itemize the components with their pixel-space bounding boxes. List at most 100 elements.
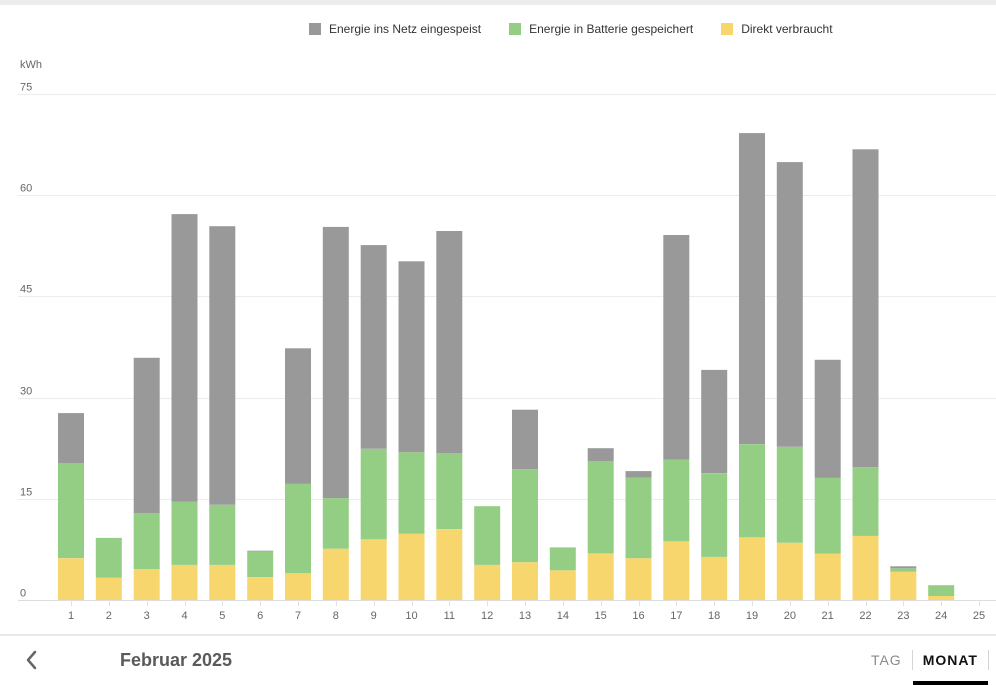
period-label: Februar 2025 xyxy=(120,650,233,670)
bar-segment-day-20-series-0 xyxy=(776,542,803,600)
bar-segment-day-14-series-0 xyxy=(549,570,576,600)
bar-segment-day-4-series-1 xyxy=(171,501,198,565)
bar-segment-day-10-series-1 xyxy=(398,452,425,534)
bar-segment-day-13-series-0 xyxy=(512,562,538,600)
bar-segment-day-16-series-1 xyxy=(625,477,652,559)
bar-segment-day-18-series-1 xyxy=(701,473,728,557)
x-tick-label-24: 24 xyxy=(935,610,947,622)
bar-segment-day-5-series-2 xyxy=(209,226,236,505)
legend-item-grid-feed[interactable]: Energie ins Netz eingespeist xyxy=(309,22,481,36)
bars xyxy=(58,133,955,600)
top-strip xyxy=(0,0,996,5)
bar-segment-day-6-series-1 xyxy=(247,551,274,577)
bar-segment-day-6-series-2 xyxy=(247,550,274,552)
legend-item-battery[interactable]: Energie in Batterie gespeichert xyxy=(509,22,693,36)
bar-segment-day-2-series-1 xyxy=(95,537,122,578)
y-tick-label-45: 45 xyxy=(20,284,32,296)
bar-segment-day-6-series-0 xyxy=(247,577,274,600)
bar-segment-day-19-series-1 xyxy=(739,444,765,538)
x-tick-label-14: 14 xyxy=(557,610,569,622)
x-tick-label-22: 22 xyxy=(859,610,871,622)
bar-segment-day-1-series-2 xyxy=(58,413,84,463)
x-tick-label-7: 7 xyxy=(295,610,301,622)
bar-segment-day-24-series-1 xyxy=(928,585,955,596)
x-tick-label-16: 16 xyxy=(632,610,644,622)
legend-label-grid-feed: Energie ins Netz eingespeist xyxy=(329,22,482,36)
legend-swatch-direct-use xyxy=(721,23,734,35)
bar-segment-day-15-series-0 xyxy=(587,553,614,600)
tab-month[interactable]: MONAT xyxy=(912,648,989,685)
bar-segment-day-24-series-0 xyxy=(928,596,955,600)
bar-segment-day-5-series-1 xyxy=(209,504,236,565)
previous-period-button[interactable] xyxy=(18,646,46,674)
bar-segment-day-8-series-1 xyxy=(322,498,349,549)
y-tick-label-15: 15 xyxy=(20,487,32,499)
x-tick-label-1: 1 xyxy=(68,610,74,622)
bar-segment-day-3-series-1 xyxy=(133,513,160,569)
x-tick-label-20: 20 xyxy=(784,610,796,622)
bar-segment-day-18-series-0 xyxy=(701,556,728,600)
bar-segment-day-23-series-1 xyxy=(890,568,917,572)
bar-segment-day-5-series-0 xyxy=(209,564,236,600)
bar-segment-day-9-series-2 xyxy=(360,245,387,449)
x-tick-label-12: 12 xyxy=(481,610,493,622)
legend-label-battery: Energie in Batterie gespeichert xyxy=(529,22,694,36)
bar-segment-day-22-series-2 xyxy=(852,149,879,468)
bar-segment-day-4-series-2 xyxy=(171,214,198,502)
bar-segment-day-1-series-0 xyxy=(58,558,84,600)
bar-segment-day-7-series-2 xyxy=(285,348,311,484)
x-axis-ticks: 1 2 3 4 5 6 7 8 9 10 11 12 13 14 15 16 17 18 19 20 21 22 23 24 2… xyxy=(68,600,985,622)
tab-day[interactable]: TAG xyxy=(870,652,902,668)
y-tick-label-60: 60 xyxy=(20,183,32,195)
tab-divider xyxy=(988,650,989,670)
bar-segment-day-12-series-0 xyxy=(474,564,501,600)
x-tick-label-19: 19 xyxy=(746,610,758,622)
bar-segment-day-17-series-2 xyxy=(663,235,690,460)
legend-label-direct-use: Direkt verbraucht xyxy=(741,22,833,36)
x-tick-label-25: 25 xyxy=(973,610,985,622)
x-tick-label-9: 9 xyxy=(371,610,377,622)
y-tick-label-75: 75 xyxy=(20,82,32,94)
bar-segment-day-21-series-2 xyxy=(814,359,841,478)
bar-segment-day-21-series-1 xyxy=(814,477,841,554)
x-tick-label-21: 21 xyxy=(822,610,834,622)
bar-segment-day-13-series-2 xyxy=(512,409,538,470)
x-tick-label-4: 4 xyxy=(181,610,187,622)
footer-divider xyxy=(0,634,996,636)
x-tick-label-6: 6 xyxy=(257,610,263,622)
bar-segment-day-20-series-2 xyxy=(776,162,803,447)
legend-swatch-battery xyxy=(509,23,522,35)
bar-segment-day-2-series-0 xyxy=(95,577,122,600)
chart-legend: Energie ins Netz eingespeist Energie in … xyxy=(309,22,861,36)
x-tick-label-18: 18 xyxy=(708,610,720,622)
tab-divider xyxy=(911,650,913,670)
bar-segment-day-7-series-0 xyxy=(285,573,311,600)
x-tick-label-15: 15 xyxy=(595,610,607,622)
x-tick-label-17: 17 xyxy=(670,610,682,622)
bar-segment-day-4-series-0 xyxy=(171,564,198,600)
bar-segment-day-20-series-1 xyxy=(776,446,803,543)
chevron-left-icon xyxy=(26,650,37,670)
bar-segment-day-14-series-1 xyxy=(549,547,576,571)
bar-segment-day-16-series-2 xyxy=(625,471,652,478)
bar-segment-day-17-series-0 xyxy=(663,541,690,600)
bar-segment-day-15-series-2 xyxy=(587,448,614,461)
x-tick-label-2: 2 xyxy=(106,610,112,622)
gridlines xyxy=(18,94,996,601)
bar-segment-day-15-series-1 xyxy=(587,461,614,554)
legend-item-direct-use[interactable]: Direkt verbraucht xyxy=(721,22,833,36)
y-tick-label-0: 0 xyxy=(20,588,26,600)
bar-segment-day-10-series-0 xyxy=(398,533,425,600)
bar-segment-day-8-series-2 xyxy=(322,226,349,499)
bar-segment-day-19-series-0 xyxy=(739,537,765,600)
bar-segment-day-3-series-0 xyxy=(133,569,160,600)
bar-segment-day-11-series-2 xyxy=(436,231,463,453)
bar-segment-day-13-series-1 xyxy=(512,469,538,563)
bar-segment-day-11-series-0 xyxy=(436,529,463,600)
bar-segment-day-19-series-2 xyxy=(739,133,765,445)
bar-segment-day-9-series-0 xyxy=(360,539,387,600)
y-axis-ticks: 0 15 30 45 60 75 xyxy=(20,82,32,600)
bar-segment-day-1-series-1 xyxy=(58,463,84,559)
bar-segment-day-3-series-2 xyxy=(133,357,160,513)
